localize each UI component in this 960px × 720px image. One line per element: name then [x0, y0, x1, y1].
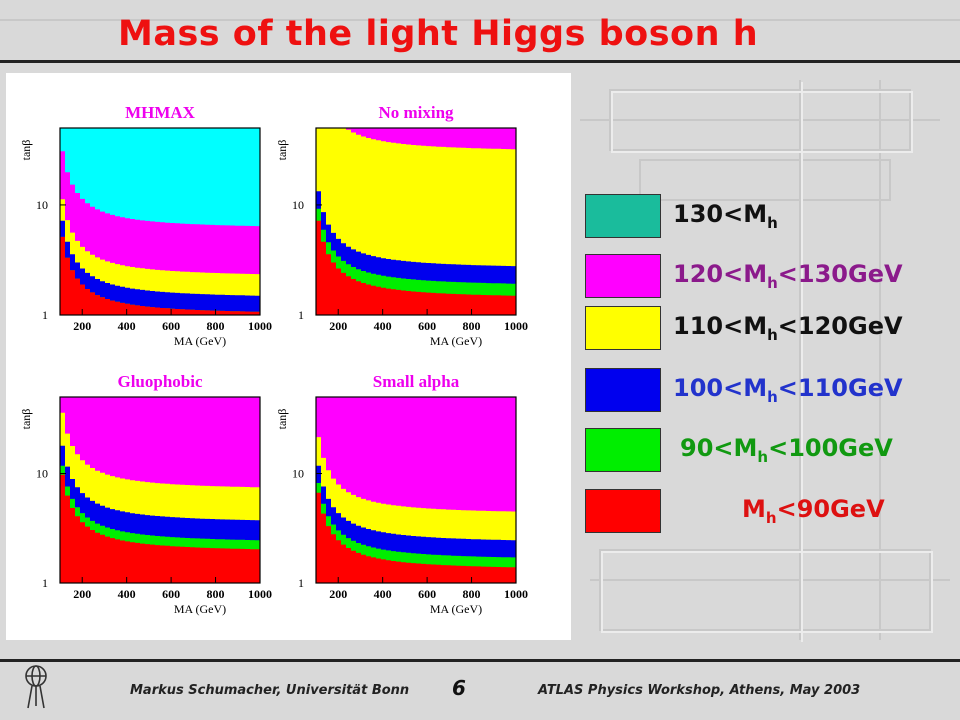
legend-label-subscript: h: [765, 508, 777, 527]
x-tick-label: 600: [162, 319, 180, 333]
legend-label: Mh<90GeV: [742, 495, 885, 527]
legend-label-suffix: <120GeV: [777, 312, 903, 340]
x-tick-label: 800: [207, 587, 225, 601]
x-axis-label: MA (GeV): [430, 602, 482, 616]
x-tick-label: 1000: [248, 587, 272, 601]
legend-swatch: [585, 489, 661, 533]
legend-label-suffix: <90GeV: [776, 495, 885, 523]
x-tick-label: 1000: [504, 587, 528, 601]
legend-row: 110<Mh<120GeV: [585, 306, 955, 352]
plot-frame: [59, 127, 261, 316]
legend-row: 130<Mh: [585, 194, 955, 240]
plot-frame: [59, 396, 261, 584]
y-axis-label: tanβ: [275, 140, 289, 161]
legend-label-subscript: h: [767, 273, 778, 292]
x-tick-label: 200: [73, 587, 91, 601]
x-tick-label: 800: [463, 319, 481, 333]
legend-row: 120<Mh<130GeV: [585, 254, 955, 300]
x-tick-label: 200: [329, 587, 347, 601]
y-tick-label: 1: [298, 308, 304, 322]
region-mh-lt-90: [316, 492, 516, 583]
region-mh-lt-90: [316, 220, 516, 315]
x-tick-label: 600: [418, 319, 436, 333]
y-tick-label: 10: [292, 198, 304, 212]
legend-label-prefix: 120<M: [673, 260, 768, 288]
x-axis-label: MA (GeV): [174, 334, 226, 348]
x-tick-label: 400: [118, 587, 136, 601]
legend-label-prefix: M: [742, 495, 766, 523]
legend-label: 110<Mh<120GeV: [673, 312, 903, 344]
plot-panel-area: MHMAX tanβ 1 10 200 400 600 800 1000 MA (GeV) No m…: [6, 73, 571, 640]
y-axis-label: tanβ: [275, 409, 289, 430]
legend-label-subscript: h: [767, 387, 778, 406]
page-number: 6: [452, 676, 466, 700]
x-tick-label: 1000: [504, 319, 528, 333]
legend-swatch: [585, 428, 661, 472]
legend-swatch: [585, 368, 661, 412]
plot-title: No mixing: [378, 103, 454, 122]
x-tick-label: 800: [463, 587, 481, 601]
x-tick-label: 400: [374, 587, 392, 601]
x-tick-label: 600: [162, 587, 180, 601]
y-axis-label: tanβ: [19, 409, 33, 430]
title-rule: [0, 60, 960, 63]
x-tick-label: 1000: [248, 319, 272, 333]
atlas-logo-icon: [25, 665, 47, 709]
footer-author: Markus Schumacher, Universität Bonn: [130, 683, 410, 698]
plot-title: Small alpha: [373, 372, 460, 391]
legend-label-suffix: <110GeV: [777, 374, 903, 402]
y-tick-label: 1: [42, 308, 48, 322]
legend-row: 100<Mh<110GeV: [585, 368, 955, 414]
plot-frame: [315, 127, 517, 316]
legend-label-prefix: 90<M: [680, 434, 758, 462]
legend-label: 90<Mh<100GeV: [680, 434, 893, 466]
region-mh-lt-90: [60, 236, 260, 315]
legend-label: 100<Mh<110GeV: [673, 374, 903, 406]
x-axis-label: MA (GeV): [430, 334, 482, 348]
y-tick-label: 10: [36, 198, 48, 212]
plot-frame: [315, 396, 517, 584]
x-tick-label: 600: [418, 587, 436, 601]
legend-label-prefix: 110<M: [673, 312, 768, 340]
slide-title: Mass of the light Higgs boson h: [118, 14, 759, 54]
y-axis-label: tanβ: [19, 140, 33, 161]
legend-label-suffix: <130GeV: [777, 260, 903, 288]
legend-label-subscript: h: [757, 447, 769, 466]
plot-title: MHMAX: [125, 103, 196, 122]
footer-rule: [0, 659, 960, 662]
legend-swatch: [585, 306, 661, 350]
x-axis-label: MA (GeV): [174, 602, 226, 616]
y-tick-label: 10: [36, 467, 48, 481]
x-tick-label: 400: [118, 319, 136, 333]
higgs-mass-plots: MHMAX tanβ 1 10 200 400 600 800 1000 MA (GeV) No m…: [19, 103, 528, 616]
x-tick-label: 200: [329, 319, 347, 333]
legend-label-subscript: h: [767, 213, 778, 232]
x-tick-label: 400: [374, 319, 392, 333]
legend-label: 130<Mh: [673, 200, 778, 232]
legend-row: 90<Mh<100GeV: [585, 428, 955, 474]
legend-row: Mh<90GeV: [585, 489, 955, 535]
legend-label-prefix: 130<M: [673, 200, 768, 228]
footer-event: ATLAS Physics Workshop, Athens, May 2003: [538, 683, 861, 698]
legend-label: 120<Mh<130GeV: [673, 260, 903, 292]
x-tick-label: 800: [207, 319, 225, 333]
y-tick-label: 1: [42, 576, 48, 590]
legend-swatch: [585, 194, 661, 238]
region-mh-lt-90: [60, 474, 260, 583]
x-tick-label: 200: [73, 319, 91, 333]
legend-label-prefix: 100<M: [673, 374, 768, 402]
legend-swatch: [585, 254, 661, 298]
region-mh-100-110: [60, 220, 260, 315]
plot-title: Gluophobic: [117, 372, 202, 391]
legend-label-subscript: h: [767, 325, 778, 344]
legend-label-suffix: <100GeV: [768, 434, 893, 462]
y-tick-label: 10: [292, 467, 304, 481]
y-tick-label: 1: [298, 576, 304, 590]
